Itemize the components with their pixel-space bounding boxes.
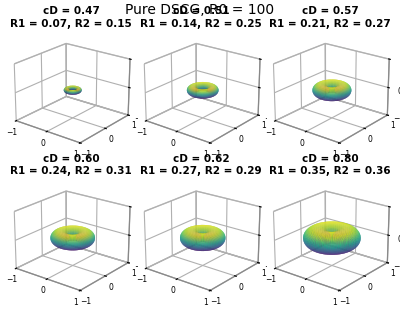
Title: cD = 0.51
R1 = 0.14, R2 = 0.25: cD = 0.51 R1 = 0.14, R2 = 0.25: [140, 7, 262, 29]
Title: cD = 0.60
R1 = 0.24, R2 = 0.31: cD = 0.60 R1 = 0.24, R2 = 0.31: [10, 154, 132, 176]
Title: cD = 0.47
R1 = 0.07, R2 = 0.15: cD = 0.47 R1 = 0.07, R2 = 0.15: [10, 7, 132, 29]
Title: cD = 0.62
R1 = 0.27, R2 = 0.29: cD = 0.62 R1 = 0.27, R2 = 0.29: [140, 154, 262, 176]
Title: cD = 0.57
R1 = 0.21, R2 = 0.27: cD = 0.57 R1 = 0.21, R2 = 0.27: [269, 7, 391, 29]
Title: cD = 0.80
R1 = 0.35, R2 = 0.36: cD = 0.80 R1 = 0.35, R2 = 0.36: [269, 154, 391, 176]
Text: Pure DSCG, R0 = 100: Pure DSCG, R0 = 100: [126, 3, 274, 17]
